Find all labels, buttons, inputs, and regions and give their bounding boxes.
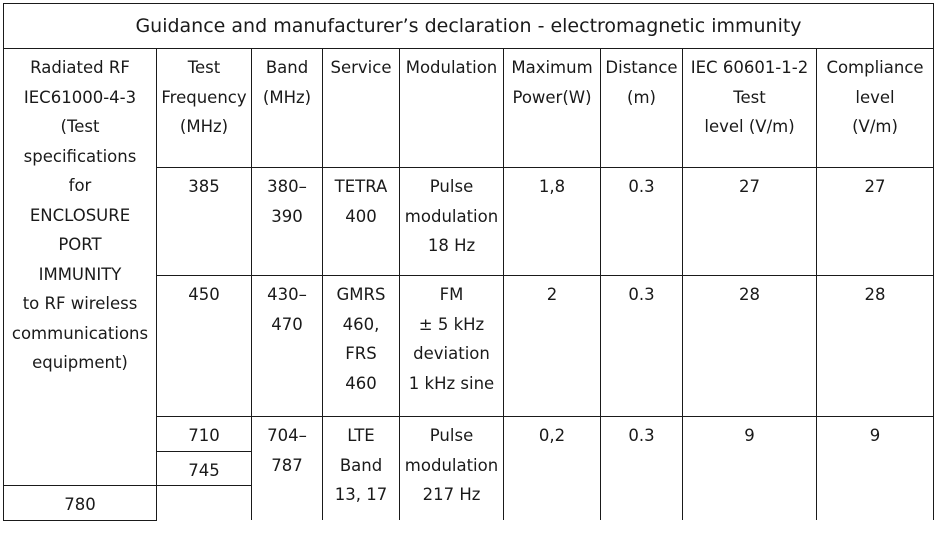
row-frequency: 450	[156, 275, 252, 417]
row-iec-level: 27	[682, 167, 817, 276]
row-band: 704– 787	[251, 416, 323, 520]
header-iec-test-level: IEC 60601-1-2 Test level (V/m)	[682, 48, 817, 168]
row-iec-level: 9	[682, 416, 817, 520]
row-compliance: 9	[816, 416, 934, 520]
row-distance: 0.3	[600, 275, 683, 417]
row-iec-level: 28	[682, 275, 817, 417]
row-modulation: Pulse modulation 217 Hz	[399, 416, 504, 520]
row-service: TETRA 400	[322, 167, 400, 276]
row-frequency: 745	[156, 450, 252, 486]
header-maximum-power: Maximum Power(W)	[503, 48, 601, 168]
row-service: GMRS 460, FRS 460	[322, 275, 400, 417]
row-distance: 0.3	[600, 167, 683, 276]
header-test-frequency: Test Frequency (MHz)	[156, 48, 252, 168]
header-distance: Distance (m)	[600, 48, 683, 168]
table-row: 385 380– 390 TETRA 400 Pulse modulation 18 H…	[4, 167, 934, 276]
header-band: Band (MHz)	[251, 48, 323, 168]
row-compliance: 27	[816, 167, 934, 276]
row-band: 380– 390	[251, 167, 323, 276]
row-compliance: 28	[816, 275, 934, 417]
table-row: 780	[3, 485, 934, 521]
table-title: Guidance and manufacturer’s declaration …	[3, 3, 934, 49]
table-row: 710 704– 787 LTE Band 13, 17 Pulse modulatio…	[4, 416, 934, 520]
row-power: 0,2	[503, 416, 601, 520]
row-distance: 0.3	[600, 416, 683, 520]
row-modulation: Pulse modulation 18 Hz	[399, 167, 504, 276]
emc-immunity-table: Guidance and manufacturer’s declaration …	[3, 3, 934, 521]
row-band: 430– 470	[251, 275, 323, 417]
category-cell: Radiated RF IEC61000-4-3 (Test specifica…	[3, 48, 157, 486]
row-modulation: FM ± 5 kHz deviation 1 kHz sine	[399, 275, 504, 417]
table-row: 745	[4, 450, 934, 486]
row-frequency: 385	[156, 167, 252, 276]
row-frequency: 710	[156, 416, 252, 452]
table-row: 450 430– 470 GMRS 460, FRS 460 FM ± 5 kHz devi…	[4, 275, 934, 417]
row-power: 1,8	[503, 167, 601, 276]
row-power: 2	[503, 275, 601, 417]
row-frequency: 780	[3, 485, 157, 521]
row-service: LTE Band 13, 17	[322, 416, 400, 520]
header-modulation: Modulation	[399, 48, 504, 168]
header-service: Service	[322, 48, 400, 168]
header-compliance-level: Compliance level (V/m)	[816, 48, 934, 168]
